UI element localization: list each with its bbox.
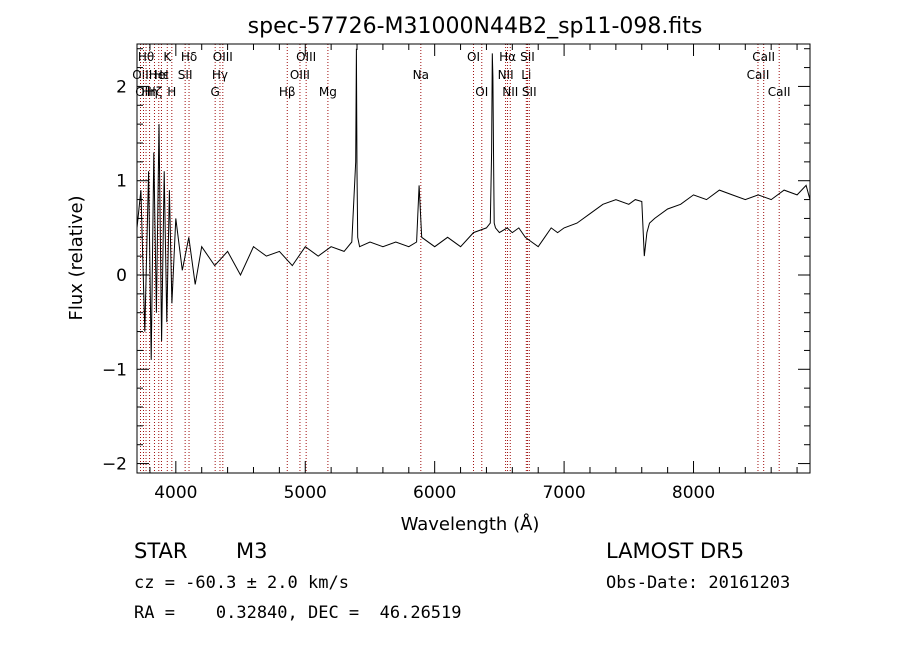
- y-tick-label: 0: [116, 266, 127, 286]
- line-label-25: SII: [520, 50, 535, 64]
- line-label-19: OI: [467, 50, 480, 64]
- line-label-12: Hγ: [212, 68, 228, 82]
- line-label-14: Hβ: [279, 85, 296, 99]
- line-label-16: OIII: [296, 50, 316, 64]
- line-label-18: Na: [413, 68, 429, 82]
- y-tick-label: −1: [102, 360, 127, 380]
- line-label-15: OIII: [290, 68, 310, 82]
- x-axis: 4000 5000 6000 7000 8000: [149, 44, 798, 503]
- object-class: STAR: [134, 539, 188, 563]
- line-label-24: Li: [521, 68, 531, 82]
- x-tick-label: 6000: [413, 483, 456, 503]
- line-label-23: NII: [502, 85, 518, 99]
- x-tick-label: 7000: [542, 483, 585, 503]
- line-label-6: Hε: [154, 68, 170, 82]
- line-label-11: G: [211, 85, 220, 99]
- line-label-22: Hα: [499, 50, 516, 64]
- x-tick-label: 5000: [284, 483, 327, 503]
- y-tick-label: 2: [116, 77, 127, 97]
- line-label-1: OII: [135, 85, 152, 99]
- line-label-28: CaII: [752, 50, 775, 64]
- y-tick-label: 1: [116, 172, 127, 192]
- survey-name: LAMOST DR5: [606, 539, 745, 563]
- chart-title: spec-57726-M31000N44B2_sp11-098.fits: [248, 14, 703, 39]
- line-label-29: CaII: [768, 85, 791, 99]
- line-label-27: CaII: [747, 68, 770, 82]
- spectrum-chart: spec-57726-M31000N44B2_sp11-098.fits OII…: [66, 14, 811, 535]
- y-tick-label: −2: [102, 455, 127, 475]
- line-label-3: Hη: [141, 85, 158, 99]
- observation-date: Obs-Date: 20161203: [606, 573, 791, 593]
- spectrum-line: [136, 48, 811, 360]
- plot-frame: [136, 43, 811, 474]
- object-subclass: M3: [236, 539, 268, 563]
- line-label-17: Mg: [319, 85, 337, 99]
- line-label-4: Hζ: [147, 85, 163, 99]
- redshift-velocity: cz = -60.3 ± 2.0 km/s: [134, 573, 349, 593]
- line-label-10: Hδ: [181, 50, 197, 64]
- line-label-5: HeI: [149, 68, 169, 82]
- line-label-21: NII: [498, 68, 514, 82]
- x-tick-label: 8000: [672, 483, 715, 503]
- x-axis-label: Wavelength (Å): [401, 513, 540, 535]
- x-tick-label: 4000: [154, 483, 197, 503]
- line-label-26: SII: [522, 85, 537, 99]
- line-label-20: OI: [475, 85, 488, 99]
- line-label-7: K: [163, 50, 172, 64]
- y-axis: −2 −1 0 1 2: [102, 48, 810, 475]
- line-label-8: H: [167, 85, 176, 99]
- line-label-13: OIII: [213, 50, 233, 64]
- line-markers: OIIOIIHθHηHζHeIHεKHSIIHδGHγOIIIHβOIIIOII…: [132, 44, 791, 473]
- y-axis-label: Flux (relative): [66, 195, 87, 320]
- line-label-0: OII: [132, 68, 149, 82]
- line-label-9: SII: [178, 68, 193, 82]
- line-label-2: Hθ: [138, 50, 154, 64]
- coordinates: RA = 0.32840, DEC = 46.26519: [134, 603, 462, 623]
